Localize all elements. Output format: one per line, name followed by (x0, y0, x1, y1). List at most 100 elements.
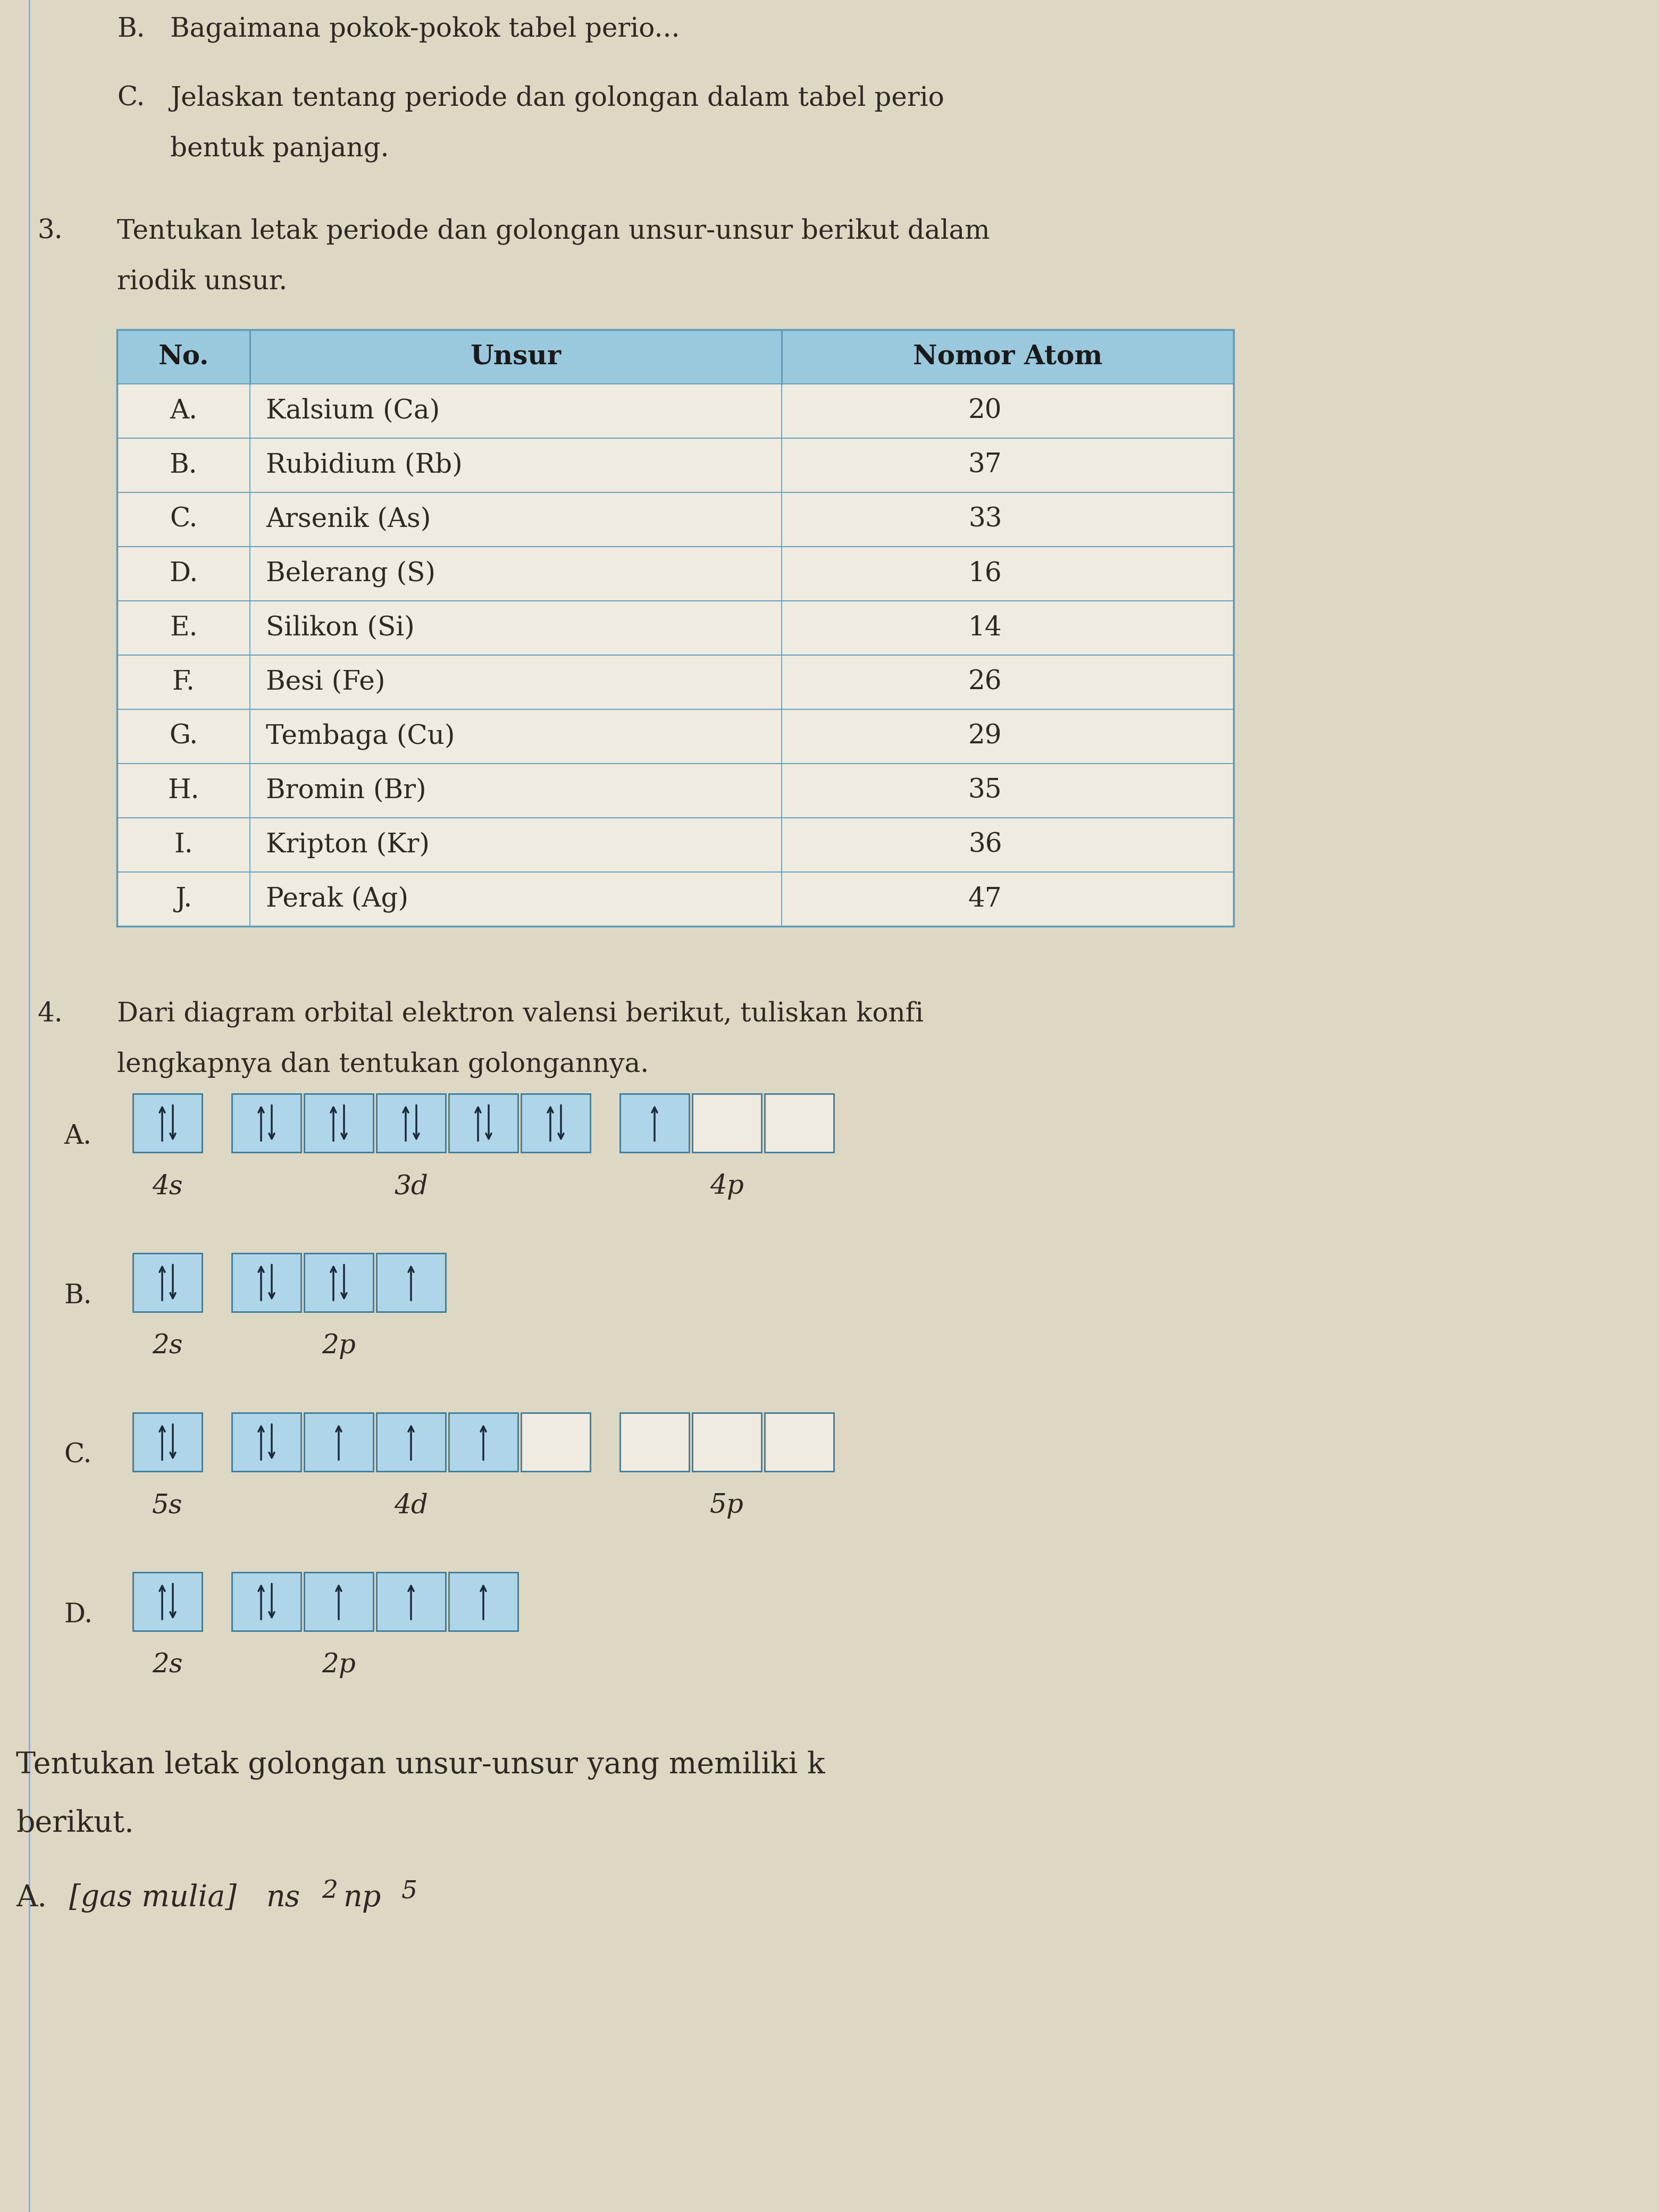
Text: 4.: 4. (36, 1000, 63, 1026)
Text: Bromin (Br): Bromin (Br) (265, 779, 426, 803)
Text: 47: 47 (969, 887, 1002, 911)
FancyBboxPatch shape (133, 1413, 202, 1471)
Text: Bagaimana pokok-pokok tabel perio...: Bagaimana pokok-pokok tabel perio... (171, 15, 680, 42)
Text: B.: B. (118, 15, 144, 42)
Text: Belerang (S): Belerang (S) (265, 560, 435, 586)
Text: D.: D. (169, 560, 197, 586)
Text: ns: ns (265, 1882, 300, 1913)
Text: B.: B. (169, 451, 197, 478)
FancyBboxPatch shape (133, 1093, 202, 1152)
FancyBboxPatch shape (377, 1573, 446, 1630)
Text: J.: J. (174, 887, 192, 911)
Text: A.: A. (17, 1882, 46, 1913)
Text: 37: 37 (969, 451, 1002, 478)
FancyBboxPatch shape (118, 763, 1234, 818)
Text: Tentukan letak golongan unsur-unsur yang memiliki k: Tentukan letak golongan unsur-unsur yang… (17, 1750, 825, 1778)
Text: 16: 16 (969, 560, 1002, 586)
Text: G.: G. (169, 723, 197, 750)
FancyBboxPatch shape (232, 1573, 300, 1630)
FancyBboxPatch shape (118, 818, 1234, 872)
FancyBboxPatch shape (377, 1093, 446, 1152)
Text: 2p: 2p (322, 1652, 355, 1679)
FancyBboxPatch shape (692, 1413, 761, 1471)
Text: C.: C. (169, 507, 197, 533)
Text: 5s: 5s (153, 1493, 182, 1520)
FancyBboxPatch shape (765, 1093, 834, 1152)
FancyBboxPatch shape (118, 385, 1234, 438)
Text: bentuk panjang.: bentuk panjang. (171, 135, 388, 161)
Text: 3.: 3. (36, 219, 63, 243)
Text: Tembaga (Cu): Tembaga (Cu) (265, 723, 455, 750)
FancyBboxPatch shape (765, 1413, 834, 1471)
Text: H.: H. (168, 779, 199, 803)
FancyBboxPatch shape (450, 1573, 518, 1630)
FancyBboxPatch shape (118, 602, 1234, 655)
FancyBboxPatch shape (232, 1413, 300, 1471)
FancyBboxPatch shape (304, 1254, 373, 1312)
FancyBboxPatch shape (521, 1093, 591, 1152)
Text: 35: 35 (969, 779, 1002, 803)
Text: E.: E. (169, 615, 197, 641)
FancyBboxPatch shape (521, 1413, 591, 1471)
Text: A.: A. (63, 1124, 91, 1150)
Text: Besi (Fe): Besi (Fe) (265, 668, 385, 695)
Text: Kripton (Kr): Kripton (Kr) (265, 832, 430, 858)
FancyBboxPatch shape (118, 330, 1234, 385)
Text: [gas mulia]: [gas mulia] (70, 1882, 246, 1913)
Text: 36: 36 (969, 832, 1002, 858)
FancyBboxPatch shape (620, 1413, 688, 1471)
Text: D.: D. (63, 1601, 93, 1628)
FancyBboxPatch shape (232, 1254, 300, 1312)
Text: 4s: 4s (153, 1175, 182, 1199)
Text: 2: 2 (322, 1880, 338, 1902)
Text: 33: 33 (969, 507, 1002, 533)
FancyBboxPatch shape (133, 1573, 202, 1630)
Text: Unsur: Unsur (469, 343, 561, 369)
Text: Rubidium (Rb): Rubidium (Rb) (265, 451, 463, 478)
Text: F.: F. (173, 668, 194, 695)
FancyBboxPatch shape (304, 1573, 373, 1630)
Text: 2s: 2s (153, 1334, 182, 1360)
Text: Jelaskan tentang periode dan golongan dalam tabel perio: Jelaskan tentang periode dan golongan da… (171, 84, 944, 111)
Text: Kalsium (Ca): Kalsium (Ca) (265, 398, 440, 425)
Text: Arsenik (As): Arsenik (As) (265, 507, 431, 533)
FancyBboxPatch shape (692, 1093, 761, 1152)
Text: 4p: 4p (710, 1175, 743, 1199)
Text: np: np (343, 1882, 382, 1913)
Text: C.: C. (118, 84, 144, 111)
Text: riodik unsur.: riodik unsur. (118, 268, 287, 294)
Text: C.: C. (63, 1442, 91, 1469)
Text: Silikon (Si): Silikon (Si) (265, 615, 415, 641)
Text: 5p: 5p (710, 1493, 743, 1520)
Text: 20: 20 (969, 398, 1002, 425)
FancyBboxPatch shape (133, 1254, 202, 1312)
Text: B.: B. (63, 1283, 91, 1310)
FancyBboxPatch shape (118, 546, 1234, 602)
Text: 2s: 2s (153, 1652, 182, 1679)
FancyBboxPatch shape (450, 1093, 518, 1152)
Text: 4d: 4d (395, 1493, 428, 1520)
FancyBboxPatch shape (118, 872, 1234, 927)
Text: 5: 5 (401, 1880, 418, 1902)
Text: Perak (Ag): Perak (Ag) (265, 885, 408, 911)
FancyBboxPatch shape (304, 1413, 373, 1471)
FancyBboxPatch shape (118, 438, 1234, 493)
Text: 14: 14 (969, 615, 1002, 641)
FancyBboxPatch shape (377, 1413, 446, 1471)
Text: 26: 26 (969, 668, 1002, 695)
Text: 3d: 3d (395, 1175, 428, 1199)
Text: 2p: 2p (322, 1334, 355, 1360)
Text: Nomor Atom: Nomor Atom (912, 343, 1102, 369)
FancyBboxPatch shape (620, 1093, 688, 1152)
FancyBboxPatch shape (118, 655, 1234, 710)
FancyBboxPatch shape (118, 710, 1234, 763)
Text: A.: A. (169, 398, 197, 425)
Text: I.: I. (174, 832, 192, 858)
FancyBboxPatch shape (377, 1254, 446, 1312)
Text: Tentukan letak periode dan golongan unsur-unsur berikut dalam: Tentukan letak periode dan golongan unsu… (118, 219, 990, 246)
Text: Dari diagram orbital elektron valensi berikut, tuliskan konfi: Dari diagram orbital elektron valensi be… (118, 1000, 924, 1026)
Text: lengkapnya dan tentukan golongannya.: lengkapnya dan tentukan golongannya. (118, 1051, 649, 1077)
Text: 29: 29 (969, 723, 1002, 750)
FancyBboxPatch shape (304, 1093, 373, 1152)
FancyBboxPatch shape (118, 493, 1234, 546)
